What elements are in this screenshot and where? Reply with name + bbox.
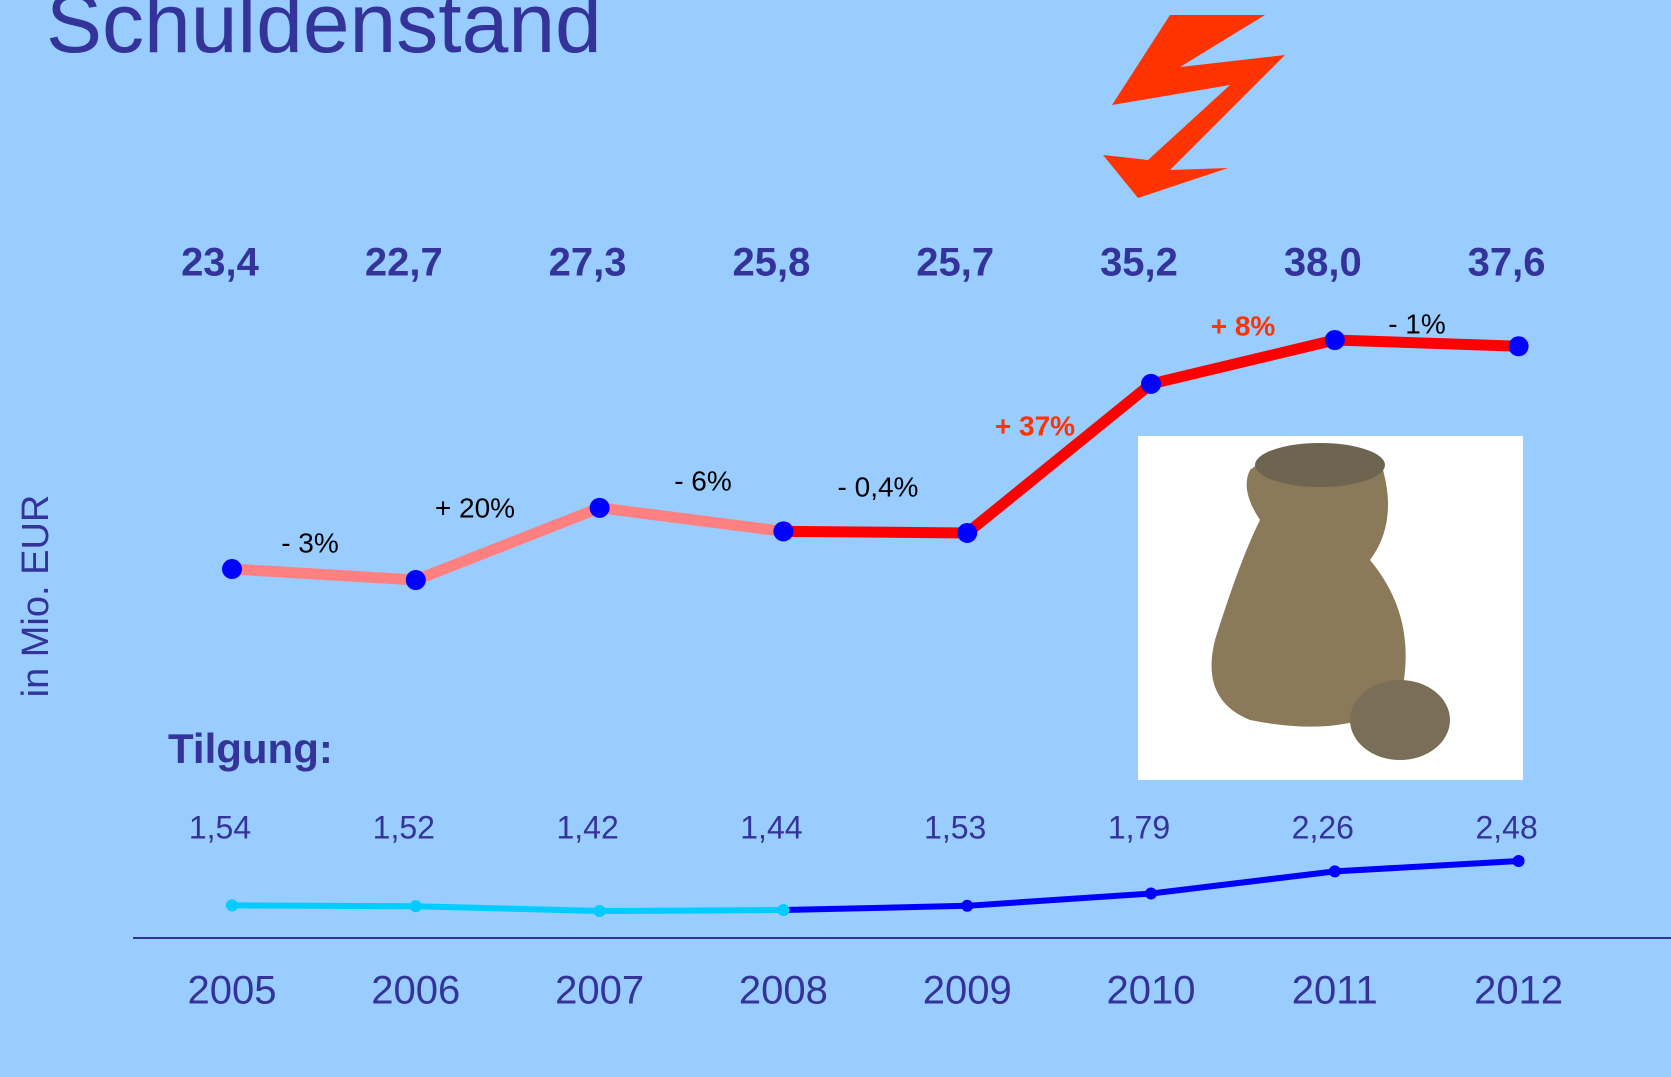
coins bbox=[1350, 680, 1450, 760]
x-tick-label: 2006 bbox=[371, 969, 460, 1013]
data-point bbox=[226, 899, 238, 911]
line-segment bbox=[783, 531, 967, 533]
data-point bbox=[777, 904, 789, 916]
x-tick-label: 2005 bbox=[188, 969, 277, 1013]
x-tick-label: 2010 bbox=[1107, 969, 1196, 1013]
data-point bbox=[594, 905, 606, 917]
value-label: 1,53 bbox=[924, 809, 986, 845]
value-label: 37,6 bbox=[1468, 241, 1546, 285]
data-point bbox=[1141, 374, 1161, 394]
data-point bbox=[590, 498, 610, 518]
data-point bbox=[773, 521, 793, 541]
value-label: 1,79 bbox=[1108, 809, 1170, 845]
money-bag-image bbox=[1138, 436, 1523, 780]
coins bbox=[1255, 443, 1385, 487]
chart-title: Schuldenstand bbox=[46, 0, 602, 70]
value-label: 23,4 bbox=[181, 241, 260, 285]
data-point bbox=[957, 523, 977, 543]
value-label: 27,3 bbox=[549, 241, 627, 285]
data-point bbox=[1329, 865, 1341, 877]
change-label: + 20% bbox=[435, 492, 515, 523]
value-label: 2,26 bbox=[1292, 809, 1354, 845]
value-label: 25,7 bbox=[916, 241, 994, 285]
line-segment bbox=[1335, 340, 1519, 346]
series-label: Tilgung: bbox=[168, 725, 333, 772]
value-label: 38,0 bbox=[1284, 241, 1362, 285]
y-axis-label: in Mio. EUR bbox=[15, 495, 57, 698]
data-point bbox=[1145, 888, 1157, 900]
x-tick-label: 2008 bbox=[739, 969, 828, 1013]
x-tick-label: 2012 bbox=[1474, 969, 1563, 1013]
data-point bbox=[1509, 336, 1529, 356]
data-point bbox=[222, 559, 242, 579]
change-label: - 6% bbox=[674, 465, 732, 496]
change-label: + 37% bbox=[995, 410, 1075, 441]
value-label: 25,8 bbox=[732, 241, 810, 285]
change-label: - 0,4% bbox=[838, 471, 919, 502]
value-label: 35,2 bbox=[1100, 241, 1178, 285]
line-segment bbox=[600, 910, 784, 911]
line-segment bbox=[783, 906, 967, 910]
value-label: 1,54 bbox=[189, 809, 251, 845]
x-tick-label: 2007 bbox=[555, 969, 644, 1013]
change-label: + 8% bbox=[1211, 310, 1276, 341]
value-label: 1,44 bbox=[740, 809, 802, 845]
line-segment bbox=[232, 905, 416, 906]
data-point bbox=[1325, 330, 1345, 350]
value-label: 22,7 bbox=[365, 241, 443, 285]
value-label: 1,52 bbox=[373, 809, 435, 845]
value-label: 2,48 bbox=[1475, 809, 1537, 845]
data-point bbox=[406, 570, 426, 590]
chart: Schuldenstand in Mio. EUR Tilgung: 2005 2… bbox=[0, 0, 1671, 1077]
change-label: - 1% bbox=[1388, 308, 1446, 339]
value-label: 1,42 bbox=[556, 809, 618, 845]
x-tick-label: 2011 bbox=[1292, 969, 1378, 1013]
x-tick-label: 2009 bbox=[923, 969, 1012, 1013]
change-label: - 3% bbox=[281, 527, 339, 558]
data-point bbox=[1513, 855, 1525, 867]
data-point bbox=[961, 900, 973, 912]
page: Schuldenstand in Mio. EUR Tilgung: 2005 2… bbox=[0, 0, 1671, 1077]
data-point bbox=[410, 900, 422, 912]
